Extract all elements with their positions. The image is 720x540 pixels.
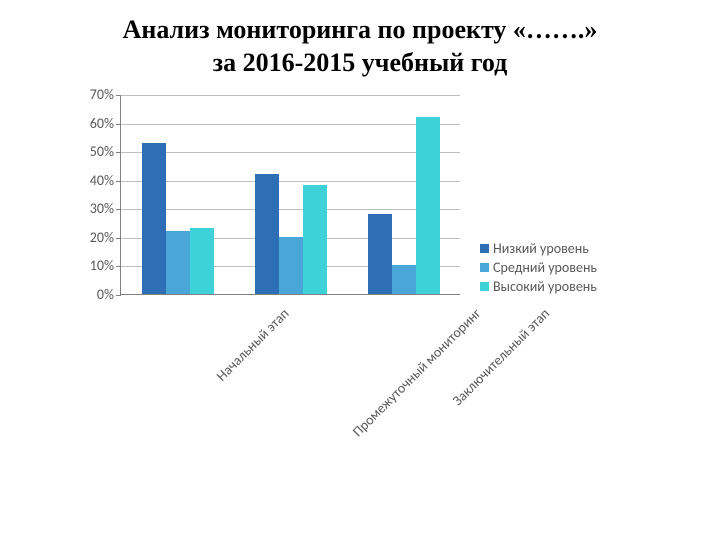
bar-group <box>360 117 448 294</box>
bar <box>416 117 440 294</box>
y-tick-label: 10% <box>66 259 114 273</box>
legend-swatch <box>480 263 489 272</box>
chart: 0%10%20%30%40%50%60%70% Начальный этапПр… <box>60 95 660 515</box>
legend-swatch <box>480 244 489 253</box>
title-line-1: Анализ мониторинга по проекту «…….» <box>123 15 598 44</box>
x-axis-labels: Начальный этапПромежуточный мониторингЗа… <box>120 299 460 499</box>
legend-label: Высокий уровень <box>493 278 597 295</box>
slide: Анализ мониторинга по проекту «…….» за 2… <box>0 0 720 540</box>
y-tick-label: 0% <box>66 288 114 302</box>
bar <box>279 237 303 294</box>
slide-title: Анализ мониторинга по проекту «…….» за 2… <box>0 14 720 79</box>
bars-container <box>121 95 460 294</box>
title-line-2: за 2016-2015 учебный год <box>213 48 508 77</box>
y-tick-label: 40% <box>66 174 114 188</box>
bar <box>303 185 327 294</box>
bar-group <box>134 143 222 294</box>
bar <box>255 174 279 294</box>
y-tick-label: 30% <box>66 202 114 216</box>
bar <box>392 265 416 294</box>
y-tick-label: 50% <box>66 145 114 159</box>
legend-item: Средний уровень <box>480 259 597 276</box>
x-tick-label: Начальный этап <box>213 305 293 385</box>
bar <box>166 231 190 294</box>
y-tick-mark <box>116 295 121 296</box>
bar <box>142 143 166 294</box>
legend-label: Низкий уровень <box>493 240 589 257</box>
bar-group <box>247 174 335 294</box>
legend: Низкий уровень Средний уровень Высокий уро… <box>480 240 597 297</box>
bar <box>190 228 214 294</box>
legend-item: Высокий уровень <box>480 278 597 295</box>
y-axis: 0%10%20%30%40%50%60%70% <box>60 95 120 295</box>
legend-label: Средний уровень <box>493 259 597 276</box>
x-tick-label: Промежуточный мониторинг <box>349 305 484 440</box>
y-tick-label: 70% <box>66 88 114 102</box>
plot-area <box>120 95 460 295</box>
bar <box>368 214 392 294</box>
y-tick-label: 20% <box>66 231 114 245</box>
y-tick-label: 60% <box>66 117 114 131</box>
legend-item: Низкий уровень <box>480 240 597 257</box>
legend-swatch <box>480 282 489 291</box>
